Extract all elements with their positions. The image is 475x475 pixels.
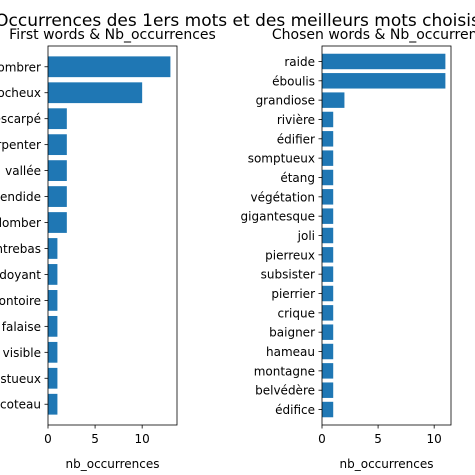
y-tick-label: coteau — [0, 398, 41, 412]
y-tick-label: serpenter — [0, 138, 41, 152]
bar — [322, 170, 333, 185]
y-tick-label: rivière — [277, 113, 315, 127]
y-tick-label: montagne — [254, 364, 315, 378]
y-tick-label: falaise — [2, 320, 41, 334]
bar — [322, 73, 445, 88]
bar — [322, 324, 333, 339]
x-tick-label: 10 — [427, 432, 442, 446]
x-tick-label: 0 — [44, 432, 52, 446]
y-tick-label: édifice — [275, 403, 315, 417]
y-tick-label: édifier — [277, 132, 315, 146]
bar — [322, 208, 333, 223]
y-tick-label: pierreux — [265, 248, 315, 262]
y-tick-label: baigner — [269, 326, 315, 340]
y-tick-label: subsister — [261, 268, 315, 282]
bar — [322, 131, 333, 146]
bar — [322, 112, 333, 127]
y-tick-label: surplomber — [0, 216, 41, 230]
y-tick-label: étang — [280, 171, 315, 185]
y-tick-label: contrebas — [0, 242, 41, 256]
y-tick-label: gigantesque — [241, 210, 315, 224]
y-tick-label: visible — [3, 346, 41, 360]
x-tick-label: 0 — [318, 432, 326, 446]
bar — [48, 368, 57, 389]
y-tick-label: hameau — [266, 345, 315, 359]
bar — [48, 264, 57, 285]
bar — [48, 316, 57, 337]
bar — [322, 228, 333, 243]
figure-suptitle: Occurrences des 1ers mots et des meilleu… — [0, 11, 475, 31]
bar — [48, 56, 170, 77]
y-tick-label: encombrer — [0, 60, 41, 74]
bar — [322, 382, 333, 397]
bar — [322, 150, 333, 165]
bar — [48, 108, 67, 129]
bar — [48, 290, 57, 311]
y-tick-label: splendide — [0, 190, 41, 204]
y-tick-label: vallée — [5, 164, 41, 178]
y-tick-label: belvédère — [255, 384, 315, 398]
y-tick-label: verdoyant — [0, 268, 41, 282]
y-tick-label: pierrier — [271, 287, 315, 301]
bar — [322, 363, 333, 378]
x-tick-label: 10 — [135, 432, 150, 446]
bar — [48, 394, 57, 415]
x-axis-label: nb_occurrences — [340, 457, 434, 471]
bar — [322, 344, 333, 359]
y-tick-label: éboulis — [272, 74, 315, 88]
x-axis-label: nb_occurrences — [66, 457, 160, 471]
y-tick-label: grandiose — [256, 94, 315, 108]
y-tick-label: majestueux — [0, 372, 41, 386]
bar — [322, 54, 445, 69]
bar — [322, 247, 333, 262]
y-tick-label: raide — [284, 55, 315, 69]
y-tick-label: promontoire — [0, 294, 41, 308]
bar — [322, 286, 333, 301]
bar — [48, 212, 67, 233]
bar — [48, 238, 57, 259]
x-tick-label: 5 — [374, 432, 382, 446]
y-tick-label: végétation — [250, 190, 315, 204]
bar — [48, 342, 57, 363]
bar — [48, 82, 142, 103]
x-tick-label: 5 — [91, 432, 99, 446]
y-tick-label: somptueux — [248, 152, 315, 166]
y-tick-label: escarpé — [0, 112, 41, 126]
y-tick-label: crique — [278, 306, 315, 320]
bar — [322, 305, 333, 320]
bar — [322, 402, 333, 417]
bar — [48, 160, 67, 181]
bar — [322, 92, 344, 107]
bar — [48, 134, 67, 155]
bar — [322, 189, 333, 204]
y-tick-label: joli — [297, 229, 315, 243]
bar — [322, 266, 333, 281]
bar — [48, 186, 67, 207]
